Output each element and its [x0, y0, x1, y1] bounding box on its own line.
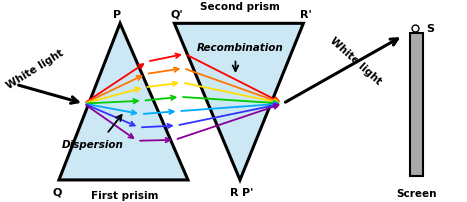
- Text: White light: White light: [5, 47, 66, 90]
- Text: White light: White light: [328, 36, 383, 87]
- Text: Q: Q: [52, 187, 61, 197]
- Polygon shape: [59, 24, 188, 180]
- Text: P: P: [113, 9, 121, 19]
- Text: Dispersion: Dispersion: [62, 139, 124, 149]
- Text: Second prism: Second prism: [200, 2, 280, 12]
- Text: R: R: [230, 187, 239, 197]
- Bar: [410, 34, 423, 176]
- Text: P': P': [242, 187, 254, 197]
- Polygon shape: [174, 24, 304, 180]
- Text: Recombination: Recombination: [197, 43, 283, 53]
- Text: First prisim: First prisim: [91, 190, 158, 200]
- Text: Q': Q': [170, 9, 183, 19]
- Text: Screen: Screen: [396, 188, 437, 198]
- Text: R': R': [300, 9, 311, 19]
- Text: S: S: [426, 24, 434, 34]
